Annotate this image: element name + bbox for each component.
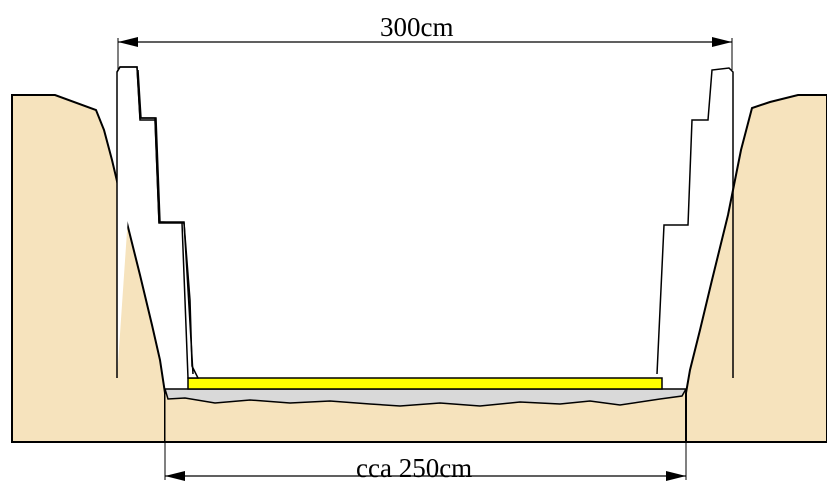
soil-left-bank bbox=[11, 94, 166, 443]
left-shoring-outline bbox=[116, 66, 194, 375]
bottom-dimension-arrow-left bbox=[165, 471, 185, 481]
bedding-layer bbox=[163, 388, 688, 407]
soil-right-bank bbox=[685, 94, 827, 443]
yellow-slab bbox=[187, 377, 663, 390]
top-dimension-arrow-right bbox=[712, 37, 732, 47]
right-shoring-outline bbox=[656, 67, 734, 378]
top-width-label: 300cm bbox=[380, 12, 454, 42]
top-dimension-arrow-left bbox=[118, 37, 138, 47]
bottom-width-label: cca 250cm bbox=[356, 453, 473, 483]
soil-bottom bbox=[165, 393, 686, 442]
bottom-dimension-arrow-right bbox=[666, 471, 686, 481]
